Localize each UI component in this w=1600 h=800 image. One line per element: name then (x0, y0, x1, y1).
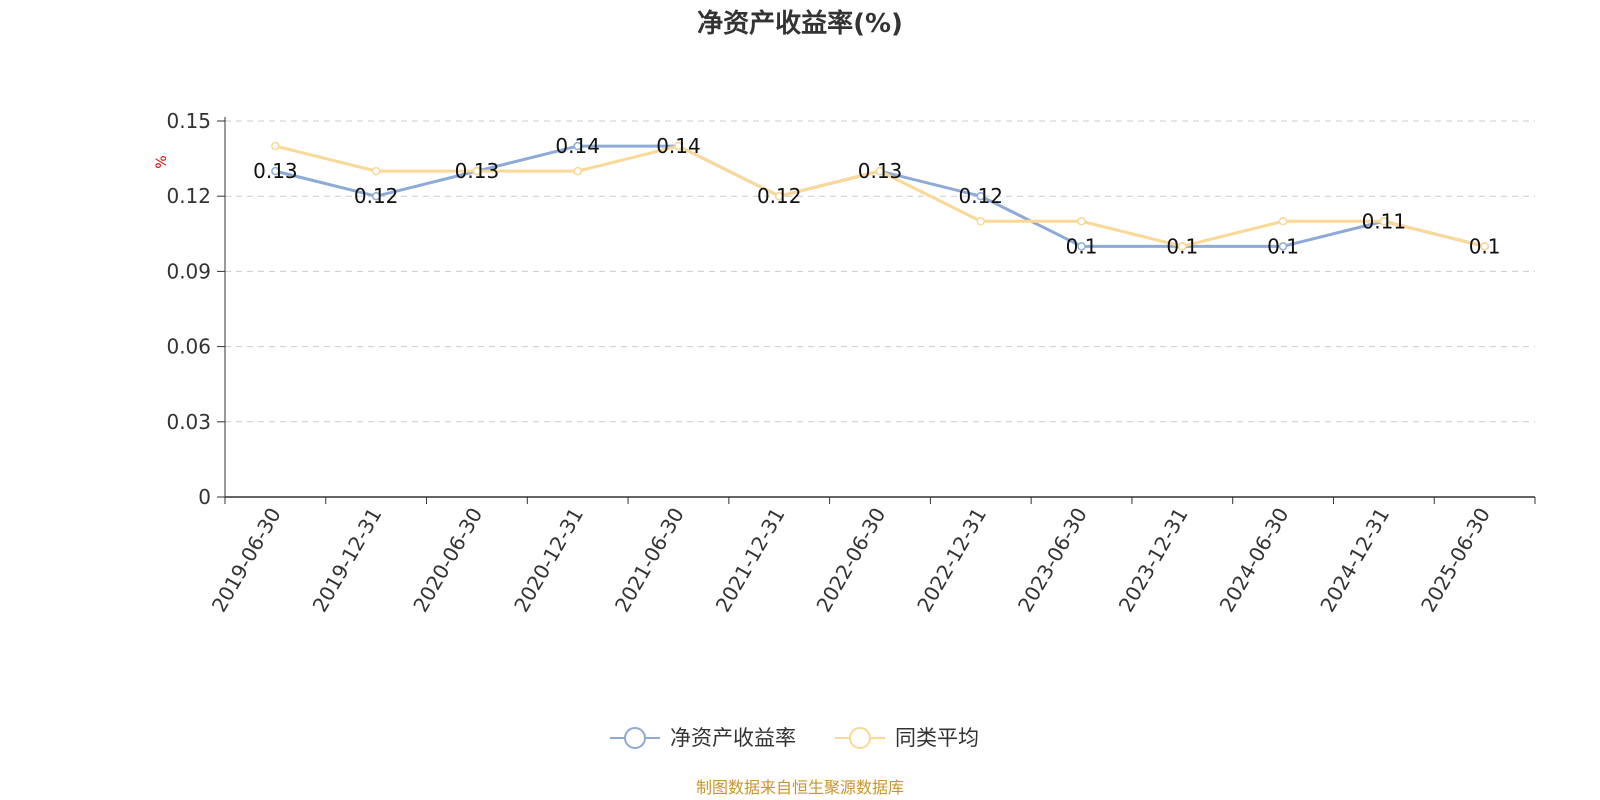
x-tick-label: 2021-12-31 (711, 504, 790, 617)
data-label: 0.12 (959, 184, 1004, 208)
series-point-0 (371, 191, 381, 201)
series-point-1 (1379, 217, 1389, 226)
series-point-1 (1278, 217, 1288, 226)
series-point-1 (271, 141, 280, 151)
series-point-0 (573, 141, 582, 151)
series-point-1 (1178, 242, 1187, 251)
series-point-1 (1480, 242, 1489, 251)
chart-title: 净资产收益率(%) (697, 8, 903, 39)
data-label: 0.13 (253, 159, 298, 183)
x-tick-label: 2020-12-31 (509, 504, 588, 617)
data-label-layer: 0.13 0.12 0.13 0.14 0.14 0.12 0.13 0.12 0.1 0.1 0.… (253, 134, 1500, 258)
y-tick-label: 0 (198, 485, 211, 509)
data-label: 0.12 (354, 184, 399, 208)
series-point-0 (1077, 242, 1086, 251)
legend-peer-label: 同类平均 (895, 726, 979, 750)
x-tick-label: 2022-06-30 (811, 504, 890, 617)
legend-item-roe[interactable]: 净资产收益率 (610, 726, 796, 750)
series-point-1 (1077, 217, 1086, 226)
data-label: 0.13 (455, 159, 500, 183)
series-point-0 (976, 191, 986, 201)
series-point-1 (371, 166, 381, 176)
y-unit-label: % (154, 155, 170, 168)
x-tick-label: 2023-06-30 (1013, 504, 1092, 617)
series-point-1 (573, 166, 582, 176)
x-tick-label: 2023-12-31 (1114, 504, 1193, 617)
legend[interactable]: 净资产收益率 同类平均 (610, 726, 979, 750)
series-point-1 (472, 166, 482, 176)
series-layer (271, 141, 1489, 251)
data-label: 0.1 (1469, 234, 1501, 258)
series-point-1 (976, 217, 986, 226)
x-tick-label: 2022-12-31 (912, 504, 991, 617)
series-point-0 (1278, 242, 1288, 251)
data-label: 0.1 (1166, 234, 1198, 258)
x-tick-label: 2025-06-30 (1416, 504, 1495, 617)
legend-item-peer-average[interactable]: 同类平均 (835, 726, 979, 750)
data-label: 0.1 (1066, 234, 1098, 258)
y-tick-label: 0.06 (166, 335, 211, 359)
data-label: 0.13 (858, 159, 903, 183)
legend-roe-marker (624, 727, 646, 749)
legend-roe-label: 净资产收益率 (670, 726, 796, 750)
data-label: 0.14 (656, 134, 701, 158)
x-tick-label: 2024-06-30 (1215, 504, 1294, 617)
series-point-1 (674, 141, 683, 151)
y-tick-label: 0.15 (166, 109, 211, 133)
series-point-1 (774, 191, 784, 201)
series-point-0 (271, 166, 280, 176)
grid-layer (225, 120, 1535, 423)
data-source: 制图数据来自恒生聚源数据库 (696, 778, 904, 797)
data-label: 0.14 (555, 134, 600, 158)
y-tick-label: 0.03 (166, 410, 211, 434)
data-label: 0.11 (1362, 209, 1407, 233)
x-tick-label: 2021-06-30 (610, 504, 689, 617)
y-tick-label: 0.12 (166, 184, 211, 208)
x-tick-label: 2019-06-30 (207, 504, 286, 617)
legend-peer-marker (849, 727, 871, 749)
x-tick-label: 2024-12-31 (1315, 504, 1394, 617)
data-label: 0.1 (1267, 234, 1299, 258)
series-point-1 (875, 166, 885, 176)
x-tick-label: 2020-06-30 (408, 504, 487, 617)
y-tick-label: 0.09 (166, 259, 211, 283)
data-label: 0.12 (757, 184, 802, 208)
x-tick-label: 2019-12-31 (308, 504, 387, 617)
